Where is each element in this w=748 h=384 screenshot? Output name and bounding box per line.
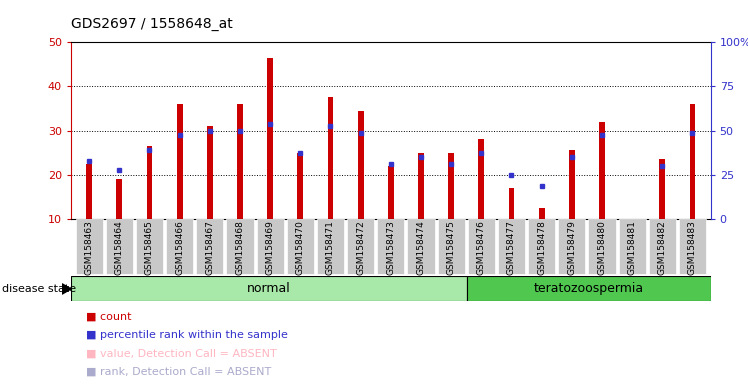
Bar bbox=[207, 126, 212, 219]
FancyBboxPatch shape bbox=[619, 219, 646, 274]
FancyBboxPatch shape bbox=[589, 219, 616, 274]
Text: GSM158473: GSM158473 bbox=[386, 220, 396, 275]
Text: ■ count: ■ count bbox=[86, 312, 132, 322]
Text: GSM158483: GSM158483 bbox=[688, 220, 697, 275]
Text: ■ percentile rank within the sample: ■ percentile rank within the sample bbox=[86, 330, 288, 340]
Bar bbox=[358, 111, 364, 219]
FancyBboxPatch shape bbox=[317, 219, 344, 274]
Text: disease state: disease state bbox=[2, 284, 76, 294]
FancyBboxPatch shape bbox=[438, 219, 465, 274]
Text: GSM158477: GSM158477 bbox=[507, 220, 516, 275]
Bar bbox=[448, 152, 454, 219]
Text: GSM158471: GSM158471 bbox=[326, 220, 335, 275]
FancyBboxPatch shape bbox=[468, 219, 495, 274]
Text: ■ value, Detection Call = ABSENT: ■ value, Detection Call = ABSENT bbox=[86, 349, 277, 359]
Text: GSM158464: GSM158464 bbox=[115, 220, 124, 275]
Bar bbox=[479, 139, 484, 219]
FancyBboxPatch shape bbox=[166, 219, 193, 274]
Text: GSM158465: GSM158465 bbox=[145, 220, 154, 275]
FancyBboxPatch shape bbox=[257, 219, 283, 274]
Text: GSM158479: GSM158479 bbox=[567, 220, 576, 275]
Bar bbox=[328, 98, 334, 219]
FancyBboxPatch shape bbox=[347, 219, 374, 274]
Bar bbox=[539, 208, 545, 219]
Text: GSM158469: GSM158469 bbox=[266, 220, 275, 275]
Bar bbox=[177, 104, 183, 219]
FancyBboxPatch shape bbox=[649, 219, 676, 274]
Bar bbox=[467, 276, 711, 301]
Bar bbox=[599, 122, 605, 219]
FancyBboxPatch shape bbox=[286, 219, 314, 274]
FancyBboxPatch shape bbox=[679, 219, 706, 274]
Text: GSM158472: GSM158472 bbox=[356, 220, 365, 275]
FancyBboxPatch shape bbox=[76, 219, 102, 274]
Text: GSM158470: GSM158470 bbox=[295, 220, 305, 275]
FancyBboxPatch shape bbox=[196, 219, 224, 274]
Text: GSM158463: GSM158463 bbox=[85, 220, 94, 275]
Bar bbox=[71, 276, 467, 301]
Text: GSM158474: GSM158474 bbox=[417, 220, 426, 275]
Text: GSM158481: GSM158481 bbox=[628, 220, 637, 275]
Polygon shape bbox=[62, 284, 71, 294]
Bar bbox=[267, 58, 273, 219]
Text: teratozoospermia: teratozoospermia bbox=[534, 283, 644, 295]
Bar bbox=[86, 164, 92, 219]
Bar bbox=[569, 151, 574, 219]
Text: GSM158476: GSM158476 bbox=[476, 220, 486, 275]
Text: GSM158478: GSM158478 bbox=[537, 220, 546, 275]
Bar bbox=[117, 179, 122, 219]
Bar bbox=[418, 152, 424, 219]
Bar bbox=[147, 146, 153, 219]
Bar bbox=[298, 152, 303, 219]
Text: GSM158475: GSM158475 bbox=[447, 220, 456, 275]
FancyBboxPatch shape bbox=[377, 219, 405, 274]
Text: GDS2697 / 1558648_at: GDS2697 / 1558648_at bbox=[71, 17, 233, 31]
FancyBboxPatch shape bbox=[558, 219, 586, 274]
Text: GSM158482: GSM158482 bbox=[657, 220, 666, 275]
Bar bbox=[237, 104, 243, 219]
Text: GSM158467: GSM158467 bbox=[206, 220, 215, 275]
Text: GSM158466: GSM158466 bbox=[175, 220, 184, 275]
FancyBboxPatch shape bbox=[227, 219, 254, 274]
Bar bbox=[509, 188, 515, 219]
Bar bbox=[690, 104, 696, 219]
Text: GSM158468: GSM158468 bbox=[236, 220, 245, 275]
FancyBboxPatch shape bbox=[136, 219, 163, 274]
Text: GSM158480: GSM158480 bbox=[598, 220, 607, 275]
FancyBboxPatch shape bbox=[105, 219, 133, 274]
FancyBboxPatch shape bbox=[528, 219, 555, 274]
FancyBboxPatch shape bbox=[408, 219, 435, 274]
Bar bbox=[388, 166, 393, 219]
FancyBboxPatch shape bbox=[498, 219, 525, 274]
Bar bbox=[660, 159, 665, 219]
Text: ■ rank, Detection Call = ABSENT: ■ rank, Detection Call = ABSENT bbox=[86, 367, 272, 377]
Text: normal: normal bbox=[247, 283, 291, 295]
